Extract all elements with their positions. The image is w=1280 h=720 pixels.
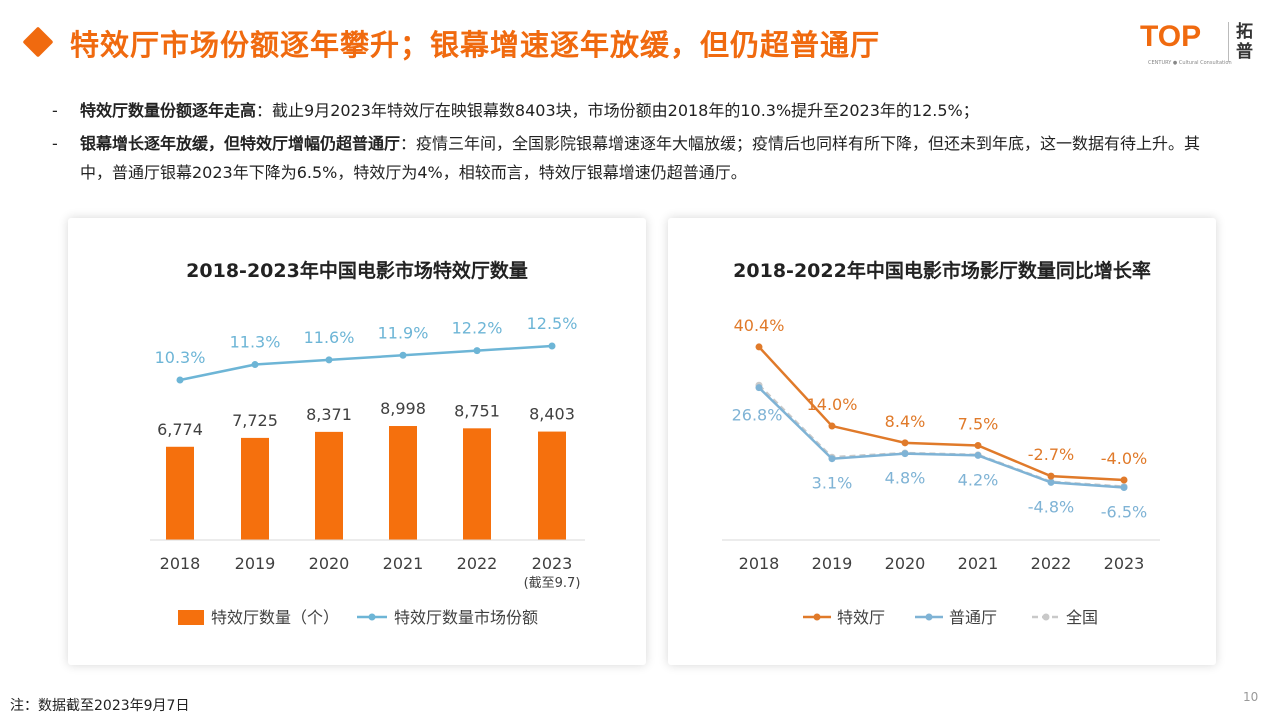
- logo-text: TOP: [1140, 20, 1202, 53]
- share-label: 12.2%: [452, 319, 503, 338]
- share-label: 11.6%: [304, 328, 355, 347]
- regular-label: 26.8%: [732, 406, 783, 425]
- line-point-1: [1047, 478, 1055, 486]
- bar-2019: [241, 437, 269, 540]
- bar-2023: [538, 431, 566, 540]
- bar-2021: [389, 426, 417, 540]
- left-chart-title: 2018-2023年中国电影市场特效厅数量: [186, 260, 528, 282]
- bar-value-label: 8,751: [454, 401, 500, 420]
- bar-value-label: 6,774: [157, 420, 203, 439]
- line-point-1: [901, 450, 909, 458]
- x-tick-label: 2020: [309, 554, 350, 573]
- x-tick-note: (截至9.7): [524, 576, 581, 591]
- share-label: 11.9%: [378, 323, 429, 342]
- bar-2022: [463, 428, 491, 540]
- legend-line-label: 特效厅数量市场份额: [394, 608, 538, 627]
- dash-icon: -: [52, 134, 58, 153]
- share-point: [399, 351, 407, 359]
- legend-line-marker: [368, 613, 376, 621]
- share-point: [548, 342, 556, 350]
- special-label: 8.4%: [885, 412, 926, 431]
- right-chart-card: [668, 218, 1216, 665]
- regular-label: 4.8%: [885, 469, 926, 488]
- bar-2020: [315, 431, 343, 540]
- line-point-0: [974, 442, 982, 450]
- line-point-1: [828, 455, 836, 463]
- share-point: [176, 376, 184, 384]
- line-point-1: [755, 384, 763, 392]
- legend-marker-1: [925, 613, 933, 621]
- x-tick-label: 2019: [235, 554, 276, 573]
- line-point-0: [755, 343, 763, 351]
- bar-value-label: 8,371: [306, 405, 352, 424]
- line-point-1: [1120, 483, 1128, 491]
- dash-icon: -: [52, 101, 58, 120]
- page-number: 10: [1243, 690, 1259, 704]
- line-point-0: [828, 422, 836, 430]
- share-point: [473, 347, 481, 355]
- legend-marker-0: [813, 613, 821, 621]
- bullet-bold: 特效厅数量份额逐年走高: [80, 101, 257, 120]
- x-tick-label: 2019: [812, 554, 853, 573]
- legend-label-2: 全国: [1066, 608, 1098, 627]
- bullet-text: ：截止9月2023年特效厅在映银幕数8403块，市场份额由2018年的10.3%…: [256, 101, 979, 120]
- line-point-0: [1120, 476, 1128, 484]
- share-line: [179, 344, 553, 382]
- regular-label: 3.1%: [812, 474, 853, 493]
- line-point-0: [901, 439, 909, 447]
- special-label: -4.0%: [1101, 449, 1147, 468]
- line-series-0: [758, 346, 1125, 482]
- logo-cn: 拓普: [1228, 22, 1256, 62]
- logo-subtitle: CENTURY ● Cultural Consultation: [1148, 60, 1232, 66]
- regular-label: -4.8%: [1028, 497, 1074, 516]
- line-point-1: [974, 451, 982, 459]
- bullet-text: ：疫情三年间，全国影院银幕增速逐年大幅放缓；疫情后也同样有所下降，但还未到年底，…: [80, 134, 1201, 182]
- share-label: 12.5%: [527, 314, 578, 333]
- x-tick-label: 2022: [1031, 554, 1072, 573]
- legend-label-0: 特效厅: [837, 608, 885, 627]
- x-tick-label: 2018: [739, 554, 780, 573]
- share-point: [251, 361, 259, 369]
- bar-value-label: 7,725: [232, 411, 278, 430]
- x-tick-label: 2022: [457, 554, 498, 573]
- regular-label: -6.5%: [1101, 502, 1147, 521]
- legend-label-1: 普通厅: [949, 608, 997, 627]
- line-series-1: [758, 386, 1125, 489]
- special-label: 14.0%: [807, 395, 858, 414]
- regular-label: 4.2%: [958, 470, 999, 489]
- bar-value-label: 8,403: [529, 405, 575, 424]
- x-tick-label: 2020: [885, 554, 926, 573]
- bar-value-label: 8,998: [380, 399, 426, 418]
- x-tick-label: 2021: [958, 554, 999, 573]
- bullet-item: - 银幕增长逐年放缓，但特效厅增幅仍超普通厅：疫情三年间，全国影院银幕增速逐年大…: [52, 129, 1232, 187]
- bullet-list: - 特效厅数量份额逐年走高：截止9月2023年特效厅在映银幕数8403块，市场份…: [52, 96, 1232, 191]
- x-tick-label: 2018: [160, 554, 201, 573]
- line-point-0: [1047, 472, 1055, 480]
- right-chart-title: 2018-2022年中国电影市场影厅数量同比增长率: [733, 260, 1151, 282]
- special-label: 7.5%: [958, 415, 999, 434]
- logo: TOP 拓普 CENTURY ● Cultural Consultation: [1140, 20, 1260, 72]
- x-tick-label: 2023: [532, 554, 573, 573]
- special-label: -2.7%: [1028, 445, 1074, 464]
- share-point: [325, 356, 333, 364]
- special-label: 40.4%: [734, 316, 785, 335]
- legend-marker-2: [1042, 613, 1050, 621]
- x-tick-label: 2021: [383, 554, 424, 573]
- legend-bar-swatch: [178, 610, 204, 625]
- footnote: 注：数据截至2023年9月7日: [10, 698, 190, 714]
- bullet-bold: 银幕增长逐年放缓，但特效厅增幅仍超普通厅: [80, 134, 401, 153]
- bar-2018: [166, 446, 194, 540]
- share-label: 11.3%: [230, 333, 281, 352]
- legend-bar-label: 特效厅数量（个）: [211, 608, 339, 627]
- page-title: 特效厅市场份额逐年攀升；银幕增速逐年放缓，但仍超普通厅: [70, 28, 881, 62]
- share-label: 10.3%: [155, 348, 206, 367]
- x-tick-label: 2023: [1104, 554, 1145, 573]
- bullet-item: - 特效厅数量份额逐年走高：截止9月2023年特效厅在映银幕数8403块，市场份…: [52, 96, 1232, 125]
